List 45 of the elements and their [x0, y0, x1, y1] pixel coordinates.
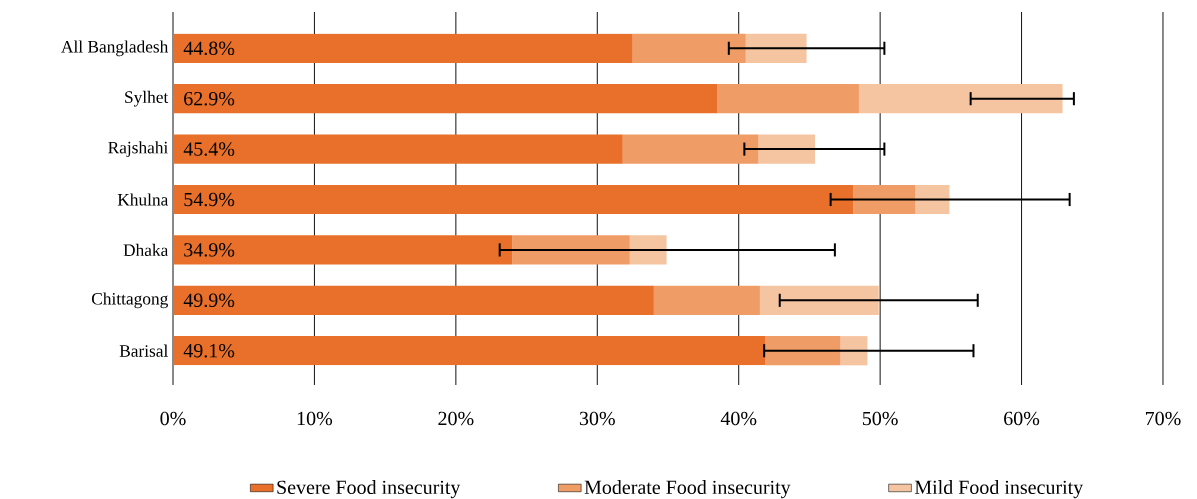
total-label: 45.4% — [183, 142, 235, 156]
bar — [758, 134, 816, 164]
legend-label: Moderate Food insecurity — [584, 480, 791, 499]
bar — [173, 134, 623, 164]
bar — [622, 134, 759, 164]
total-label: 62.9% — [184, 91, 235, 106]
total-label: 44.8% — [183, 41, 235, 56]
x-tick-label: 20% — [438, 411, 474, 426]
bar — [632, 33, 746, 63]
bar — [173, 184, 854, 215]
y-tick-label: All Bangladesh — [61, 40, 169, 57]
total-label: 49.1% — [183, 343, 235, 358]
x-tick-label: 30% — [579, 411, 615, 426]
total-label: 54.9% — [184, 192, 235, 207]
y-tick-label: Barisal — [119, 344, 168, 357]
bar — [915, 184, 950, 215]
bar — [853, 184, 916, 215]
x-tick-label: 10% — [297, 411, 333, 426]
bar — [629, 235, 667, 265]
total-label: 34.9% — [184, 243, 235, 257]
legend-label: Severe Food insecurity — [277, 480, 461, 499]
bar — [173, 33, 633, 63]
bar — [717, 84, 859, 114]
x-tick-label: 50% — [862, 411, 898, 426]
bar — [173, 235, 513, 265]
total-label: 49.9% — [183, 293, 235, 308]
y-tick-label: Chittagong — [91, 292, 168, 309]
y-tick-label: Dhaka — [123, 243, 169, 256]
bar — [512, 235, 630, 265]
bar — [765, 336, 841, 366]
bar — [759, 285, 879, 315]
bar — [745, 33, 807, 63]
y-tick-label: Sylhet — [125, 90, 169, 107]
bar — [173, 336, 766, 366]
x-tick-label: 40% — [720, 411, 757, 426]
x-tick-label: 70% — [1145, 411, 1181, 426]
legend-label: Mild Food insecurity — [914, 480, 1084, 499]
x-tick-label: 60% — [1004, 411, 1040, 426]
bar — [858, 84, 1063, 114]
bar — [173, 285, 654, 315]
bar — [173, 84, 718, 114]
y-tick-label: Khulna — [117, 193, 169, 206]
bar — [653, 285, 760, 315]
y-tick-label: Rajshahi — [108, 141, 168, 157]
x-tick-label: 0% — [160, 411, 186, 426]
